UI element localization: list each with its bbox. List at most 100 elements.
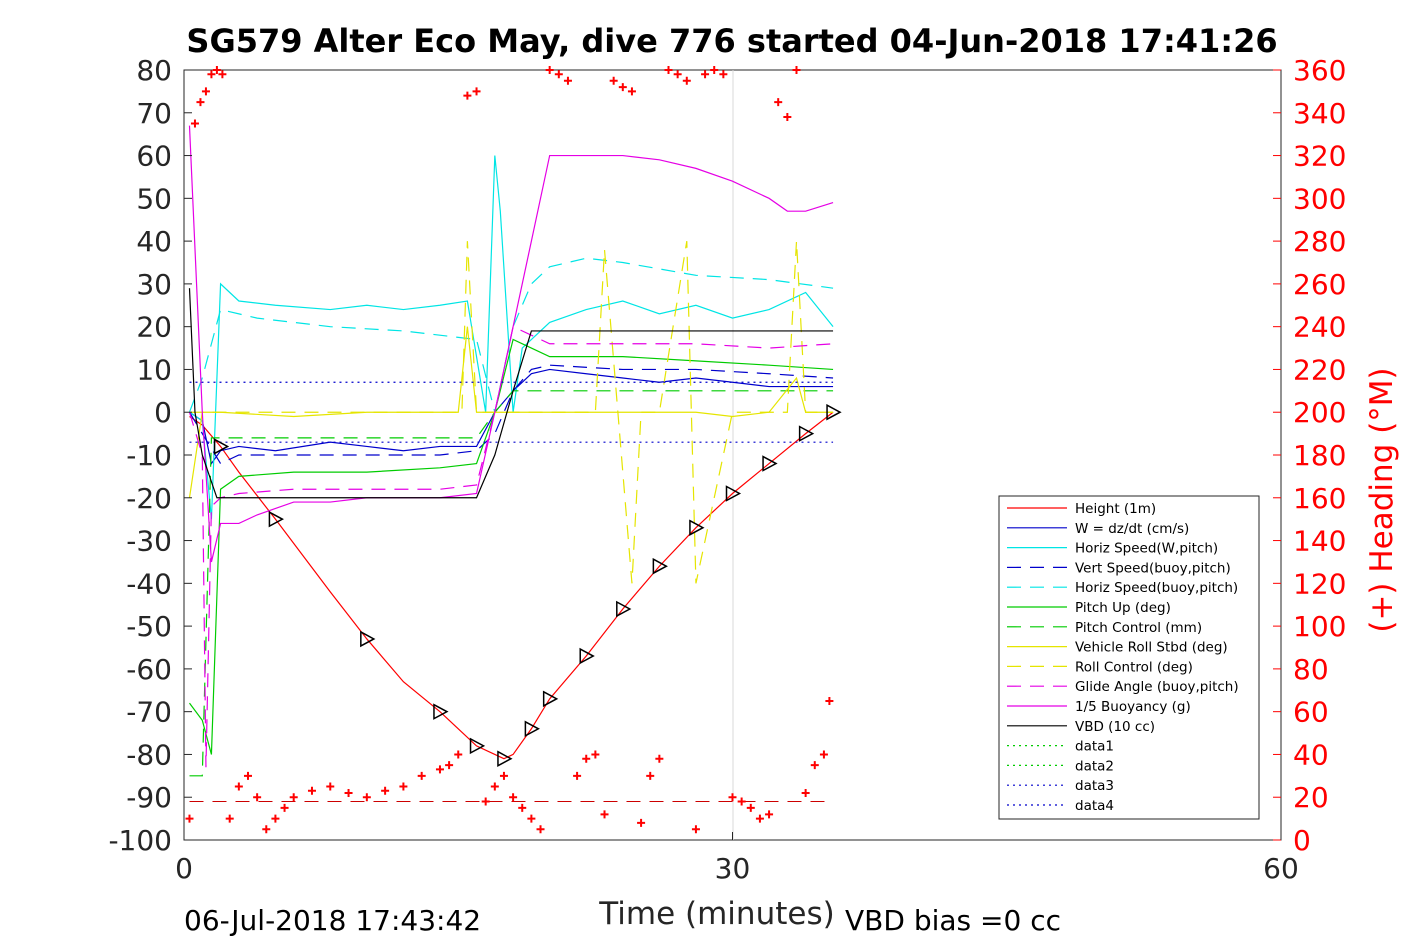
y-tick-label: -70 — [126, 696, 172, 729]
height-marker — [213, 438, 230, 455]
heading-point — [783, 113, 792, 122]
x-tick-label: 0 — [175, 852, 193, 885]
heading-point — [810, 761, 819, 770]
y2-tick-label: 40 — [1293, 738, 1329, 771]
y-tick-label: -60 — [126, 653, 172, 686]
heading-point — [454, 750, 463, 759]
y2-tick-label: 80 — [1293, 653, 1329, 686]
heading-point — [399, 782, 408, 791]
legend-label: data2 — [1075, 758, 1114, 774]
height-marker — [542, 690, 559, 708]
heading-point — [545, 66, 554, 74]
heading-point — [201, 87, 210, 96]
heading-point — [746, 803, 755, 812]
height-marker — [268, 510, 284, 528]
y-tick-label: 20 — [136, 311, 172, 344]
heading-point — [218, 70, 227, 79]
series-line-2 — [189, 155, 834, 520]
heading-point — [518, 803, 527, 812]
y2-tick-label: 0 — [1293, 824, 1311, 857]
heading-point — [289, 793, 298, 802]
legend-label: Pitch Control (mm) — [1075, 620, 1202, 636]
legend: Height (1m) W = dz/dt (cm/s) Horiz Speed(W… — [998, 495, 1260, 820]
heading-point — [509, 793, 518, 802]
y2-tick-label: 160 — [1293, 482, 1346, 515]
y2-tick-label: 140 — [1293, 525, 1346, 558]
heading-point — [207, 70, 216, 79]
footer-timestamp: 06-Jul-2018 17:43:42 — [184, 904, 481, 937]
footer-vbd-bias: VBD bias =0 cc — [845, 904, 1061, 937]
heading-point — [417, 771, 426, 780]
heading-point — [435, 765, 444, 774]
legend-label: Roll Control (deg) — [1075, 659, 1193, 675]
legend-label: Glide Angle (buoy,pitch) — [1075, 679, 1239, 695]
heading-point — [271, 814, 280, 823]
y2-tick-label: 180 — [1293, 439, 1346, 472]
heading-point — [536, 825, 545, 834]
y-tick-label: 60 — [136, 140, 172, 173]
y2-tick-label: 20 — [1293, 781, 1329, 814]
y2-tick-label: 220 — [1293, 353, 1346, 386]
heading-point — [262, 825, 271, 834]
y-tick-label: 30 — [136, 268, 172, 301]
legend-label: data1 — [1075, 739, 1114, 755]
height-marker — [616, 600, 632, 618]
heading-point — [243, 771, 252, 780]
height-marker — [652, 557, 668, 575]
heading-point — [691, 825, 700, 834]
heading-point — [326, 782, 335, 791]
legend-label: Height (1m) — [1075, 501, 1156, 517]
y2-tick-label: 100 — [1293, 610, 1346, 643]
heading-point — [190, 119, 199, 128]
heading-point — [710, 66, 719, 74]
y-tick-label: -30 — [126, 525, 172, 558]
heading-point — [646, 771, 655, 780]
heading-point — [664, 66, 673, 74]
heading-point — [490, 782, 499, 791]
heading-point — [627, 87, 636, 96]
heading-point — [196, 98, 205, 107]
y-tick-label: 50 — [136, 182, 172, 215]
heading-point — [701, 70, 710, 79]
y2-tick-label: 340 — [1293, 97, 1346, 130]
heading-point — [573, 771, 582, 780]
series-line-11 — [188, 288, 834, 499]
heading-point — [481, 797, 490, 806]
height-marker — [689, 519, 705, 536]
y2-tick-label: 300 — [1293, 182, 1346, 215]
legend-label: Vehicle Roll Stbd (deg) — [1075, 640, 1228, 656]
heading-point — [527, 814, 536, 823]
y2-axis-label: (+) Heading (°M) — [1364, 367, 1400, 632]
series-line-3 — [188, 364, 834, 465]
legend-label: VBD (10 cc) — [1075, 719, 1155, 735]
heading-point — [307, 786, 316, 795]
heading-point — [212, 66, 221, 74]
y2-tick-label: 360 — [1293, 54, 1346, 87]
heading-point — [563, 76, 572, 85]
legend-label: Vert Speed(buoy,pitch) — [1075, 560, 1231, 576]
legend-label: Horiz Speed(buoy,pitch) — [1075, 580, 1238, 596]
y-tick-label: 40 — [136, 225, 172, 258]
y2-tick-label: 200 — [1293, 396, 1346, 429]
x-tick-label: 30 — [715, 852, 751, 885]
series-line-7 — [188, 326, 834, 498]
y-axis-left: 80 70 60 50 40 30 20 10 0 -10 -20 -30 -40 -50 -60 -70 -8… — [108, 54, 192, 857]
height-marker — [524, 720, 540, 738]
y2-tick-label: 260 — [1293, 268, 1346, 301]
heading-point — [792, 66, 801, 74]
heading-point — [582, 754, 591, 763]
heading-point — [755, 814, 764, 823]
heading-point — [234, 782, 243, 791]
height-marker — [497, 750, 513, 767]
series-line-5 — [189, 338, 834, 755]
height-marker — [579, 647, 595, 665]
heading-point — [280, 803, 289, 812]
y-tick-label: -90 — [126, 781, 172, 814]
heading-point — [825, 696, 834, 705]
heading-point — [819, 750, 828, 759]
heading-point — [381, 786, 390, 795]
y-tick-label: -80 — [126, 738, 172, 771]
y-axis-right: 3603403203002802602402202001801601401201… — [1273, 54, 1346, 857]
height-marker — [433, 703, 449, 720]
heading-point — [600, 810, 609, 819]
